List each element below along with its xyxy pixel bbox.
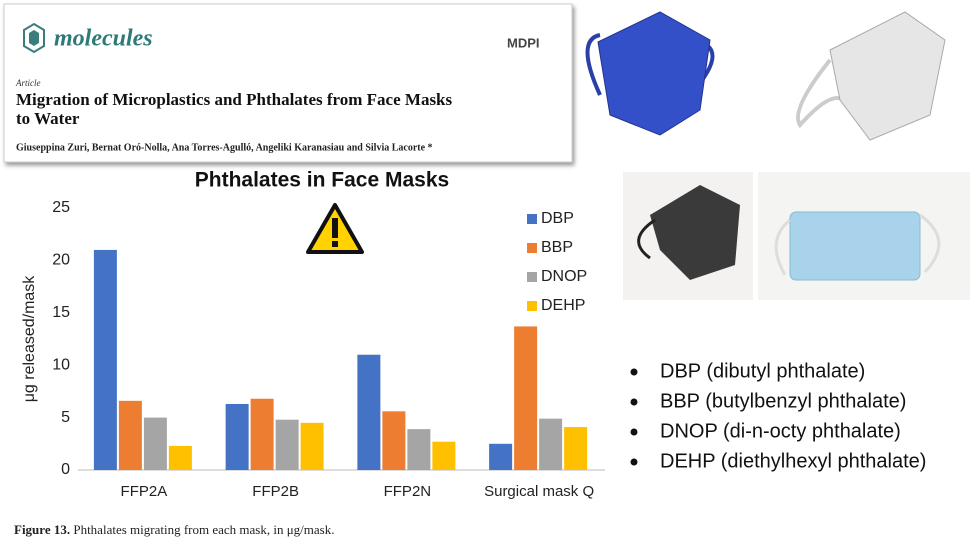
mask xyxy=(789,211,921,281)
journal-name: molecules xyxy=(54,26,153,52)
y-tick-label: 20 xyxy=(52,252,70,269)
warning-icon xyxy=(332,241,338,247)
bar xyxy=(300,422,324,470)
authors: Giuseppina Zuri, Bernat Oró-Nolla, Ana T… xyxy=(16,142,433,153)
bar xyxy=(118,400,142,470)
journal-logo xyxy=(23,22,45,54)
bullet-dot xyxy=(630,368,638,376)
bar xyxy=(514,326,538,470)
logo-icon xyxy=(29,30,39,46)
x-tick-label: FFP2N xyxy=(384,483,432,500)
y-tick-label: 5 xyxy=(61,409,70,426)
legend-swatch xyxy=(527,301,537,311)
legend-swatch xyxy=(527,272,537,282)
bar xyxy=(407,429,431,470)
ear-loop xyxy=(774,213,941,276)
photo-white-mask xyxy=(796,11,946,141)
bullet-dot xyxy=(630,398,638,406)
mask xyxy=(597,11,711,136)
bar xyxy=(275,419,299,470)
bullet-text: BBP (butylbenzyl phthalate) xyxy=(660,390,906,412)
caption-text: Phthalates migrating from each mask, in … xyxy=(73,522,334,537)
figure-caption: Figure 13. Phthalates migrating from eac… xyxy=(14,522,334,537)
publisher: MDPI xyxy=(507,35,540,50)
bullet-text: DNOP (di-n-octy phthalate) xyxy=(660,420,901,442)
legend-swatch xyxy=(527,243,537,253)
bullet-text: DBP (dibutyl phthalate) xyxy=(660,360,865,382)
chart-title: Phthalates in Face Masks xyxy=(195,169,449,192)
y-tick-label: 25 xyxy=(52,199,70,216)
legend-label: BBP xyxy=(541,239,573,256)
x-tick-label: FFP2A xyxy=(121,483,168,500)
legend-label: DNOP xyxy=(541,268,587,285)
bullet-dot xyxy=(630,428,638,436)
bullet-dot xyxy=(630,458,638,466)
bullet-text: DEHP (diethylhexyl phthalate) xyxy=(660,450,926,472)
y-axis-label: μg released/mask xyxy=(21,275,38,403)
article-type: Article xyxy=(15,78,41,88)
bar xyxy=(250,398,274,470)
bar xyxy=(432,441,456,470)
paper-header xyxy=(3,3,573,163)
warning-icon xyxy=(332,218,338,238)
photo-blue-mask xyxy=(585,11,715,136)
bar xyxy=(357,354,381,470)
bar xyxy=(382,411,406,470)
bar xyxy=(564,427,588,470)
x-tick-label: FFP2B xyxy=(252,483,299,500)
caption-label: Figure 13. xyxy=(14,522,70,537)
y-tick-label: 10 xyxy=(52,356,70,373)
bar xyxy=(143,417,167,470)
paper-title: Migration of Microplastics and Phthalate… xyxy=(16,90,453,109)
logo-icon xyxy=(23,22,45,54)
mask xyxy=(829,11,946,141)
bar xyxy=(168,445,192,470)
bar xyxy=(489,443,513,470)
legend-label: DEHP xyxy=(541,297,585,314)
y-tick-label: 15 xyxy=(52,304,70,321)
y-tick-label: 0 xyxy=(61,461,70,478)
legend-swatch xyxy=(527,214,537,224)
bar xyxy=(539,418,563,470)
paper-title: to Water xyxy=(16,109,80,128)
x-tick-label: Surgical mask Q xyxy=(484,483,594,500)
ear-loop xyxy=(637,218,656,260)
legend-label: DBP xyxy=(541,210,574,227)
bar xyxy=(93,249,117,470)
bar xyxy=(225,403,249,470)
mask xyxy=(650,185,740,280)
